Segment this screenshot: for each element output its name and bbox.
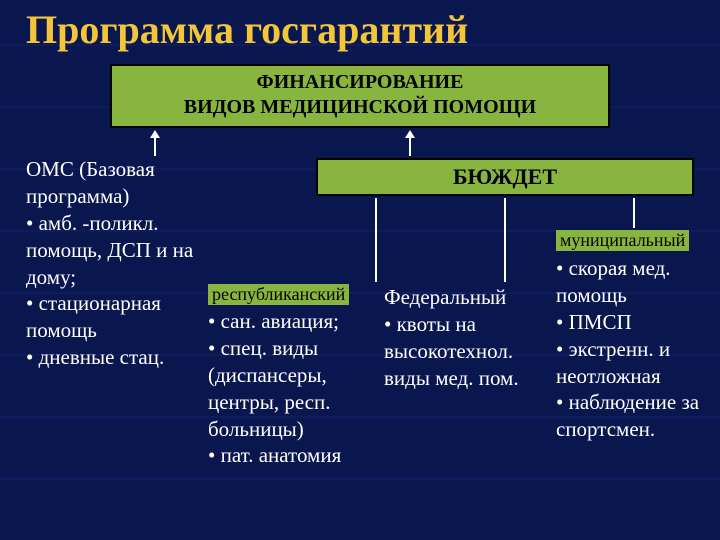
respublikanskiy-label: республиканский [208,284,349,305]
federalny-label: Федеральный [384,285,506,309]
oms-heading: ОМС (Базовая программа) [26,157,155,208]
federalny-block: Федеральный • квоты на высокотехнол. вид… [384,284,554,392]
respublikanskiy-body: • сан. авиация; • спец. виды (диспансеры… [208,308,376,469]
municipalny-body: • скорая мед. помощь • ПМСП • экстренн. … [556,255,716,443]
oms-block: ОМС (Базовая программа) • амб. -поликл. … [26,156,196,371]
finance-line1: ФИНАНСИРОВАНИЕ [112,70,608,95]
oms-body: • амб. -поликл. помощь, ДСП и на дому; •… [26,211,193,369]
finance-line2: ВИДОВ МЕДИЦИНСКОЙ ПОМОЩИ [112,95,608,120]
slide-content: Программа госгарантий ФИНАНСИРОВАНИЕ ВИД… [0,0,720,540]
slide-title: Программа госгарантий [26,6,468,53]
finance-box: ФИНАНСИРОВАНИЕ ВИДОВ МЕДИЦИНСКОЙ ПОМОЩИ [110,64,610,128]
federalny-body: • квоты на высокотехнол. виды мед. пом. [384,312,519,390]
municipalny-label: муниципальный [556,230,689,251]
budget-box: БЮЖДЕТ [316,158,694,196]
